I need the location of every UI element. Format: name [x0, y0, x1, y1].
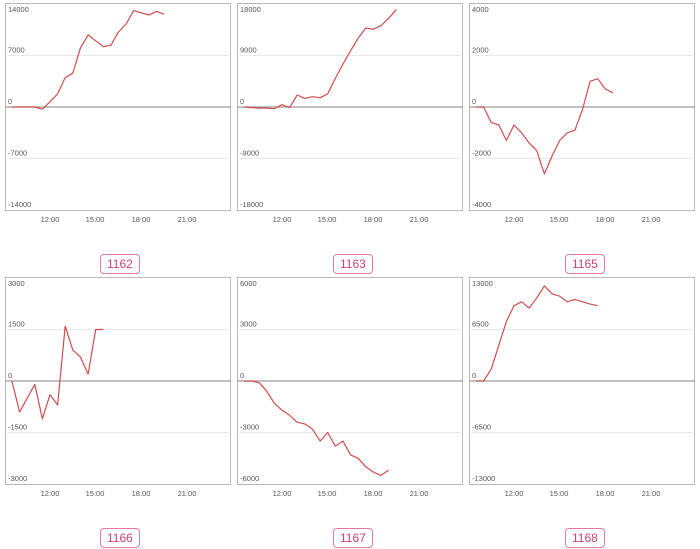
x-tick-label: 15:00	[86, 489, 105, 498]
y-tick-label: 9000	[240, 46, 257, 55]
chart-tag-1162[interactable]: 1162	[100, 254, 140, 274]
series-line	[11, 325, 104, 420]
x-tick-label: 21:00	[410, 215, 429, 224]
y-tick-label: 2000	[472, 46, 489, 55]
x-tick-label: 18:00	[596, 489, 615, 498]
y-tick-label: 0	[472, 97, 476, 106]
y-tick-label: -1500	[8, 423, 27, 432]
x-tick-label: 21:00	[642, 215, 661, 224]
x-tick-label: 21:00	[410, 489, 429, 498]
y-tick-label: 14000	[8, 5, 29, 14]
chart-svg-1163: 18000 9000 0 -9000 -18000 12:00 15:00 18:00 21:0…	[237, 3, 463, 224]
chart-svg-1167: 6000 3000 0 -3000 -6000 12:00 15:00 18:00 21:00	[237, 277, 463, 498]
chart-svg-1168: 13000 6500 0 -6500 -13000 12:00 15:00 18:00 21:0…	[469, 277, 695, 498]
y-tick-label: 4000	[472, 5, 489, 14]
y-tick-label: 0	[240, 97, 244, 106]
x-tick-label: 12:00	[505, 489, 524, 498]
y-tick-label: 1500	[8, 320, 25, 329]
chart-tag-1168[interactable]: 1168	[565, 528, 605, 548]
x-tick-label: 21:00	[178, 215, 197, 224]
y-tick-label: -14000	[8, 200, 31, 209]
y-tick-label: 13000	[472, 279, 493, 288]
x-tick-label: 21:00	[178, 489, 197, 498]
y-tick-label: -3000	[240, 423, 259, 432]
chart-tag-1166[interactable]: 1166	[100, 528, 140, 548]
x-tick-label: 12:00	[505, 215, 524, 224]
chart-panel-1165: 4000 2000 0 -2000 -4000 12:00 15:00 18:00 21:00	[469, 3, 695, 231]
x-tick-label: 15:00	[550, 215, 569, 224]
chart-panel-1162: 14000 7000 0 -7000 -14000 12:00 15:00 18:00 21:0…	[5, 3, 231, 231]
y-tick-label: -18000	[240, 200, 263, 209]
chart-panel-1168: 13000 6500 0 -6500 -13000 12:00 15:00 18:00 21:0…	[469, 277, 695, 505]
y-tick-label: -2000	[472, 149, 491, 158]
chart-panel-1167: 6000 3000 0 -3000 -6000 12:00 15:00 18:00 21:00	[237, 277, 463, 505]
x-tick-label: 15:00	[318, 489, 337, 498]
y-tick-label: 3000	[8, 279, 25, 288]
chart-svg-1165: 4000 2000 0 -2000 -4000 12:00 15:00 18:00 21:00	[469, 3, 695, 224]
x-tick-label: 15:00	[550, 489, 569, 498]
x-tick-label: 18:00	[596, 215, 615, 224]
y-tick-label: 6500	[472, 320, 489, 329]
y-tick-label: -6500	[472, 423, 491, 432]
series-line	[11, 9, 165, 110]
series-line	[243, 380, 389, 476]
x-tick-label: 18:00	[364, 489, 383, 498]
chart-tag-1167[interactable]: 1167	[333, 528, 373, 548]
y-tick-label: 0	[8, 97, 12, 106]
x-tick-label: 21:00	[642, 489, 661, 498]
x-tick-label: 18:00	[364, 215, 383, 224]
y-tick-label: 18000	[240, 5, 261, 14]
x-tick-label: 18:00	[132, 215, 151, 224]
y-tick-label: -7000	[8, 149, 27, 158]
series-line	[243, 9, 397, 110]
y-tick-label: -6000	[240, 474, 259, 483]
x-tick-label: 15:00	[318, 215, 337, 224]
series-line	[475, 285, 598, 382]
y-tick-label: 3000	[240, 320, 257, 329]
chart-svg-1166: 3000 1500 0 -1500 -3000 12:00 15:00 18:00 21:00	[5, 277, 231, 498]
x-tick-label: 12:00	[273, 215, 292, 224]
series-line	[475, 78, 614, 175]
x-tick-label: 15:00	[86, 215, 105, 224]
y-tick-label: -9000	[240, 149, 259, 158]
y-tick-label: -3000	[8, 474, 27, 483]
chart-svg-1162: 14000 7000 0 -7000 -14000 12:00 15:00 18:00 21:0…	[5, 3, 231, 224]
y-tick-label: 7000	[8, 46, 25, 55]
y-tick-label: 0	[8, 371, 12, 380]
chart-tag-1165[interactable]: 1165	[565, 254, 605, 274]
x-tick-label: 12:00	[41, 215, 60, 224]
y-tick-label: 0	[240, 371, 244, 380]
x-tick-label: 12:00	[41, 489, 60, 498]
y-tick-label: -13000	[472, 474, 495, 483]
chart-tag-1163[interactable]: 1163	[333, 254, 373, 274]
chart-panel-1163: 18000 9000 0 -9000 -18000 12:00 15:00 18:00 21:0…	[237, 3, 463, 231]
y-tick-label: 0	[472, 371, 476, 380]
x-tick-label: 18:00	[132, 489, 151, 498]
x-tick-label: 12:00	[273, 489, 292, 498]
y-tick-label: 6000	[240, 279, 257, 288]
chart-panel-1166: 3000 1500 0 -1500 -3000 12:00 15:00 18:00 21:00	[5, 277, 231, 505]
y-tick-label: -4000	[472, 200, 491, 209]
